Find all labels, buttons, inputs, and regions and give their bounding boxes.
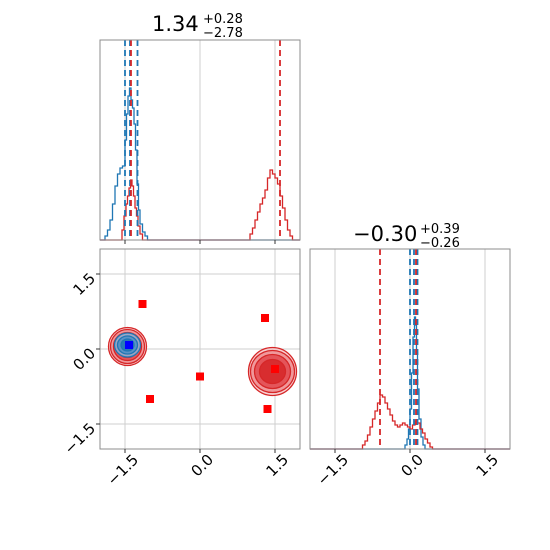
title-param-2-plus: +0.39 bbox=[420, 222, 460, 237]
title-param-2: −0.30 +0.39 −0.26 bbox=[353, 222, 460, 251]
marker-red bbox=[138, 300, 147, 308]
panel-2d-density: −1.5 0.0 1.5 −1.5 0.0 1.5 bbox=[61, 248, 301, 489]
y-tick-label: 0.0 bbox=[70, 344, 100, 374]
title-param-1: 1.34 +0.28 −2.78 bbox=[152, 12, 243, 41]
marker-red bbox=[261, 314, 269, 322]
marker-red bbox=[263, 405, 272, 413]
panel-histogram-param-1 bbox=[99, 39, 301, 244]
hist-red-series bbox=[310, 394, 510, 450]
y-tick-label: 1.5 bbox=[70, 269, 100, 299]
title-param-1-minus: −2.78 bbox=[203, 26, 243, 41]
marker-blue bbox=[125, 341, 133, 349]
y-tick-label: −1.5 bbox=[61, 419, 99, 457]
title-param-2-minus: −0.26 bbox=[420, 236, 460, 251]
x-tick-label: −1.5 bbox=[314, 451, 352, 489]
title-param-2-value: −0.30 bbox=[353, 222, 417, 246]
panel-histogram-param-2: −1.5 0.0 1.5 bbox=[309, 248, 511, 489]
title-param-1-value: 1.34 bbox=[152, 12, 199, 36]
x-tick-label: 0.0 bbox=[398, 451, 428, 481]
marker-red bbox=[146, 395, 154, 403]
hist-blue-series bbox=[310, 316, 510, 450]
title-param-1-plus: +0.28 bbox=[203, 12, 243, 27]
x-tick-label: 1.5 bbox=[263, 451, 293, 481]
x-tick-label: 0.0 bbox=[188, 451, 218, 481]
marker-red bbox=[196, 372, 204, 381]
marker-red bbox=[271, 365, 279, 373]
x-tick-label: 1.5 bbox=[473, 451, 503, 481]
density-content bbox=[107, 300, 298, 413]
hist-blue-series bbox=[100, 87, 300, 241]
x-tick-label: −1.5 bbox=[104, 451, 142, 489]
